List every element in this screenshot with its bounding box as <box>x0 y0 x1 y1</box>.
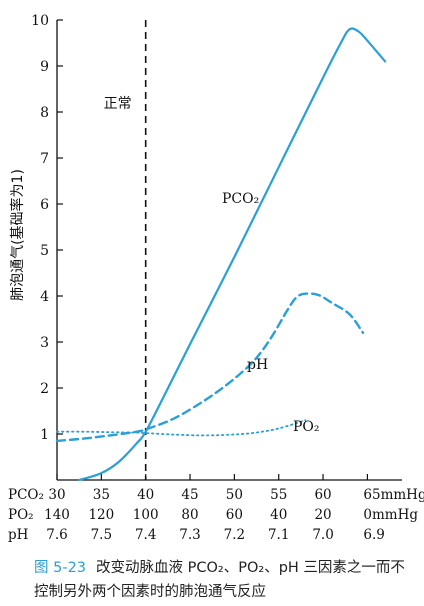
series-line-dashed <box>55 292 365 443</box>
y-tick-label: 5 <box>40 243 49 259</box>
caption-figure-number: 图 5-23 <box>34 560 87 576</box>
y-tick-label: 8 <box>40 105 49 121</box>
x-tick-label: 55 <box>270 487 287 503</box>
x-tick-label: 0mmHg <box>363 507 418 523</box>
x-tick-label: 40 <box>270 507 287 523</box>
series-label: pH <box>247 357 268 373</box>
y-axis-title: 肺泡通气(基础率为1) <box>9 169 26 301</box>
y-tick-label: 7 <box>40 151 49 167</box>
x-tick-label: 7.5 <box>91 527 112 543</box>
x-tick-label: 7.4 <box>135 527 156 543</box>
x-tick-label: 7.2 <box>224 527 245 543</box>
x-tick-label: 7.1 <box>268 527 289 543</box>
y-tick-label: 4 <box>40 289 49 305</box>
x-tick-label: 35 <box>93 487 110 503</box>
x-tick-label: 100 <box>133 507 159 523</box>
series-line-dotted <box>56 419 307 437</box>
x-scale-name: pH <box>8 527 29 543</box>
x-scale-name: PCO₂ <box>8 487 44 503</box>
caption-text: 改变动脉血液 PCO₂、PO₂、pH 三因素之一而不控制另外两个因素时的肺泡通气… <box>34 560 405 600</box>
y-tick-label: 9 <box>40 59 49 75</box>
x-tick-label: 45 <box>181 487 198 503</box>
y-tick-label: 2 <box>40 381 49 397</box>
x-tick-label: 20 <box>314 507 331 523</box>
x-tick-label: 140 <box>44 507 70 523</box>
x-tick-label: 60 <box>226 507 243 523</box>
series-label: PCO₂ <box>222 191 259 207</box>
y-tick-label: 3 <box>40 335 49 351</box>
y-tick-label: 6 <box>40 197 49 213</box>
y-tick-label: 10 <box>31 13 49 29</box>
x-tick-label: 50 <box>226 487 243 503</box>
series-group <box>55 27 387 482</box>
x-tick-label: 7.0 <box>312 527 333 543</box>
series-label: PO₂ <box>293 419 320 435</box>
x-scale-name: PO₂ <box>8 507 34 523</box>
x-tick-label: 80 <box>181 507 198 523</box>
reference-line-group: 正常 <box>104 20 147 480</box>
x-tick-label: 6.9 <box>363 527 384 543</box>
y-tick-label: 1 <box>40 427 49 443</box>
x-tick-label: 60 <box>314 487 331 503</box>
x-tick-label: 7.6 <box>46 527 67 543</box>
x-tick-label: 65mmHg <box>363 487 424 503</box>
axes: 1 2 3 4 5 6 7 8 9 10 肺泡通气(基础率为1) <box>9 13 402 481</box>
series-line-solid <box>78 27 387 482</box>
x-tick-label: 40 <box>137 487 154 503</box>
x-tick-label: 7.3 <box>179 527 200 543</box>
x-tick-label: 30 <box>48 487 65 503</box>
x-tick-label: 120 <box>88 507 114 523</box>
figure-caption: 图 5-23 改变动脉血液 PCO₂、PO₂、pH 三因素之一而不控制另外两个因素… <box>34 556 418 604</box>
reference-line-label: 正常 <box>104 96 132 112</box>
